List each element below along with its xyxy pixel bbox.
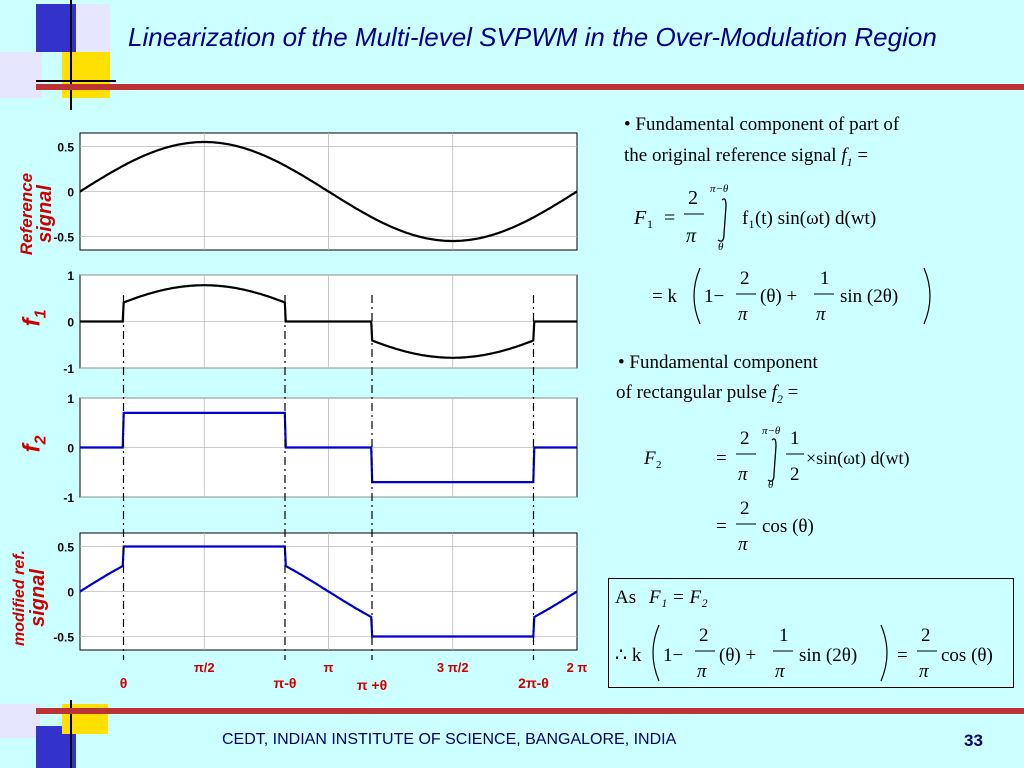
svg-text:1−: 1− (704, 286, 724, 307)
svg-text:2: 2 (921, 625, 931, 646)
svg-text:2: 2 (740, 498, 750, 519)
footer-text: CEDT, INDIAN INSTITUTE OF SCIENCE, BANGA… (222, 731, 677, 748)
modified-curve (79, 545, 578, 638)
bullet-2-line-2: of rectangular pulse f2 = (616, 382, 799, 406)
f2-curve (80, 411, 577, 484)
svg-text:π−θ: π−θ (762, 425, 781, 437)
svg-text:π: π (738, 464, 748, 485)
svg-text:F: F (633, 207, 647, 229)
svg-text:1−: 1− (663, 645, 683, 666)
title-underline (36, 84, 1024, 90)
svg-text:=: = (664, 207, 675, 229)
svg-text:π: π (816, 304, 826, 325)
footer-rule (36, 708, 1024, 714)
reference-y-tick-label: 0.5 (57, 141, 74, 155)
x-tick-label: 2 π (567, 660, 588, 675)
svg-text:sin (2θ): sin (2θ) (840, 286, 898, 307)
svg-text:1: 1 (647, 217, 653, 231)
svg-text:=: = (716, 516, 727, 537)
svg-text:2: 2 (656, 459, 662, 471)
svg-text:(θ) +: (θ) + (760, 286, 797, 307)
svg-text:2: 2 (740, 268, 750, 289)
svg-text:π: π (775, 661, 785, 682)
reference-curve (79, 140, 578, 243)
svg-text:π−θ: π−θ (710, 183, 729, 195)
svg-text:π: π (697, 661, 707, 682)
angle-marker-label: 2π-θ (518, 675, 549, 691)
svg-text:(θ) +: (θ) + (719, 645, 756, 666)
svg-text:π: π (919, 661, 929, 682)
modified-y-tick-label: 0.5 (57, 541, 74, 555)
waveform-plots: 0.5 0 -0.5 1 0 -1 1 0 -1 0.5 0 -0.5 π/2 π 3 π/2 2 π θ π-θ… (53, 132, 588, 693)
svg-text:1: 1 (820, 268, 830, 289)
f2-y-tick-label: 1 (67, 392, 74, 406)
svg-text:θ: θ (768, 479, 774, 491)
svg-text:∴ k: ∴ k (615, 645, 642, 666)
svg-text:= k: = k (652, 286, 677, 307)
angle-marker-label: θ (120, 675, 128, 691)
x-tick-label: π (324, 660, 334, 675)
svg-text:sin (2θ): sin (2θ) (799, 645, 857, 666)
x-tick-label: π/2 (194, 660, 215, 675)
equation-F2-result: = 2 π cos (θ) (716, 498, 814, 555)
f1-curve (80, 284, 577, 359)
f1-y-tick-label: -1 (63, 362, 74, 376)
svg-text:=: = (716, 448, 727, 469)
svg-text:1: 1 (790, 428, 800, 449)
svg-text:π: π (738, 304, 748, 325)
modified-y-tick-label: -0.5 (53, 631, 74, 645)
angle-marker-label: π-θ (274, 675, 297, 691)
reference-y-tick-label: -0.5 (53, 231, 74, 245)
f2-label: f2 (18, 435, 50, 453)
corner-decoration-top (0, 0, 116, 110)
svg-text:2: 2 (790, 464, 800, 485)
bullet-2-line-1: • Fundamental component (618, 352, 818, 373)
svg-text:cos (θ): cos (θ) (762, 516, 814, 537)
reference-y-tick-label: 0 (67, 186, 74, 200)
svg-text:As: As (615, 587, 636, 608)
f1-y-tick-label: 1 (67, 269, 74, 283)
svg-text:2: 2 (699, 625, 709, 646)
conclusion-box: As F₁ = F₂ ∴ k 1− 2 π (θ) + 1 π sin (2θ)… (608, 578, 1014, 688)
equation-conclusion: As F₁ = F₂ ∴ k 1− 2 π (θ) + 1 π sin (2θ)… (615, 587, 993, 682)
f2-y-tick-label: -1 (63, 491, 74, 505)
svg-text:2: 2 (688, 187, 698, 209)
modified-y-tick-label: 0 (67, 586, 74, 600)
svg-text:2: 2 (740, 428, 750, 449)
svg-text:cos (θ): cos (θ) (941, 645, 993, 666)
bullet-1-line-2: the original reference signal f1 = (624, 145, 869, 169)
svg-text:θ: θ (718, 241, 724, 253)
svg-text:f₁(t) sin(ωt) d(wt): f₁(t) sin(ωt) d(wt) (742, 208, 876, 229)
f1-y-tick-label: 0 (67, 316, 74, 330)
svg-text:=: = (897, 645, 908, 666)
equation-F1-result: = k 1− 2 π (θ) + 1 π sin (2θ) (652, 267, 931, 325)
page-number: 33 (964, 731, 983, 750)
svg-text:π: π (738, 534, 748, 555)
reference-signal-label: Reference signal (17, 172, 56, 256)
slide-title: Linearization of the Multi-level SVPWM i… (128, 22, 937, 52)
svg-text:π: π (686, 225, 697, 247)
modified-ref-signal-label: modified ref. signal (11, 550, 49, 647)
equation-F1-integral: F 1 = 2 π π−θ θ f₁(t) sin(ωt) d(wt) (633, 183, 876, 253)
f2-y-tick-label: 0 (67, 442, 74, 456)
svg-text:F₁ = F₂: F₁ = F₂ (648, 587, 708, 608)
f1-label: f1 (18, 309, 50, 327)
x-tick-label: 3 π/2 (437, 660, 469, 675)
equation-F2-integral: F 2 = 2 π π−θ θ 1 2 ×sin(ωt) d(wt) (643, 425, 909, 491)
svg-text:1: 1 (779, 625, 789, 646)
svg-text:×sin(ωt) d(wt): ×sin(ωt) d(wt) (806, 448, 909, 469)
svg-text:F: F (643, 448, 656, 469)
angle-marker-label: π +θ (357, 677, 387, 693)
bullet-1-line-1: • Fundamental component of part of (624, 114, 900, 135)
